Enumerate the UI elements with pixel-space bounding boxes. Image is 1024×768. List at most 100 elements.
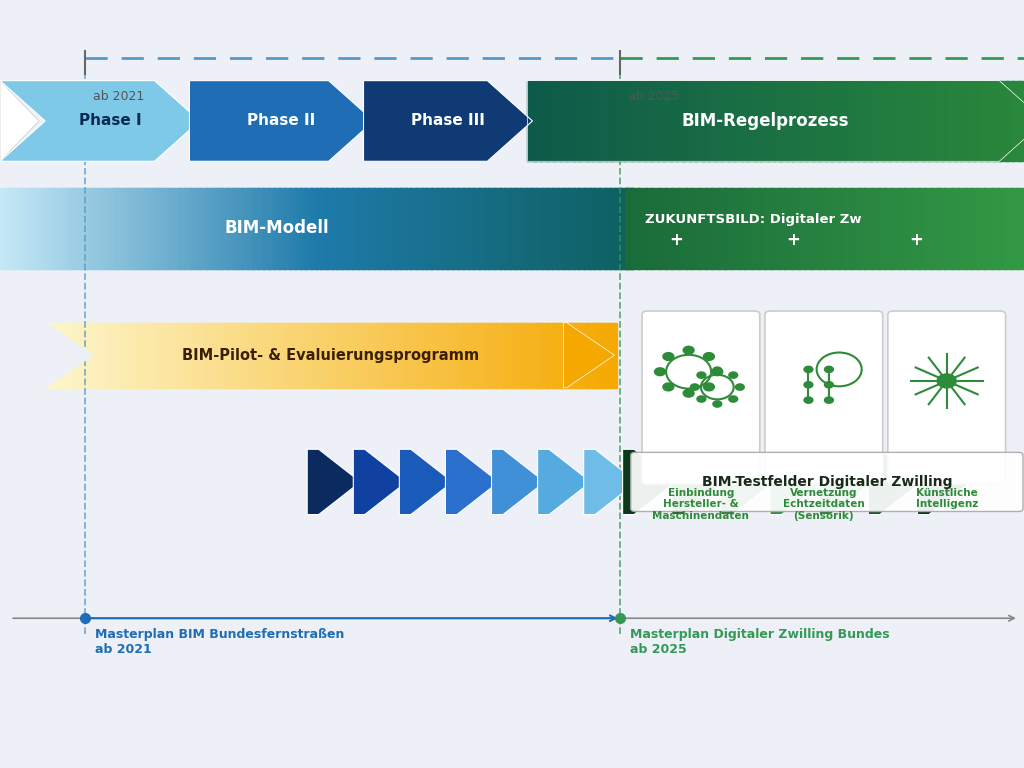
Circle shape xyxy=(735,383,745,391)
Bar xyxy=(824,81,834,161)
Bar xyxy=(967,81,976,161)
Bar xyxy=(1019,81,1024,161)
Bar xyxy=(1004,188,1013,269)
Bar xyxy=(818,81,826,161)
Bar xyxy=(563,323,572,388)
Text: Phase I: Phase I xyxy=(79,114,141,128)
Bar xyxy=(27,188,35,269)
Bar xyxy=(200,323,208,388)
Bar xyxy=(541,81,549,161)
Bar xyxy=(811,188,819,269)
Bar xyxy=(383,188,391,269)
Bar xyxy=(786,81,795,161)
Bar xyxy=(351,188,360,269)
Bar xyxy=(592,323,600,388)
Bar xyxy=(534,81,543,161)
Bar xyxy=(120,323,129,388)
Bar xyxy=(580,81,588,161)
Bar xyxy=(368,188,376,269)
Bar xyxy=(477,188,485,269)
Bar xyxy=(566,81,574,161)
Circle shape xyxy=(702,382,715,392)
Bar xyxy=(432,323,441,388)
Bar xyxy=(1018,188,1024,269)
Bar xyxy=(918,188,926,269)
Bar xyxy=(84,188,92,269)
Bar xyxy=(605,81,613,161)
Circle shape xyxy=(803,381,813,389)
Bar xyxy=(928,81,937,161)
Polygon shape xyxy=(918,449,971,515)
Circle shape xyxy=(689,383,700,391)
Bar xyxy=(97,323,106,388)
Bar xyxy=(126,323,134,388)
Bar xyxy=(744,188,753,269)
Bar xyxy=(889,81,898,161)
Bar xyxy=(267,323,276,388)
Bar xyxy=(863,81,872,161)
Bar xyxy=(598,81,607,161)
Bar xyxy=(572,81,582,161)
Bar xyxy=(5,188,13,269)
Polygon shape xyxy=(721,449,774,515)
Bar xyxy=(977,188,986,269)
Bar xyxy=(572,188,581,269)
Polygon shape xyxy=(623,449,676,515)
Bar xyxy=(346,188,354,269)
Bar xyxy=(574,323,584,388)
Bar xyxy=(430,188,438,269)
Bar xyxy=(252,188,260,269)
Bar xyxy=(530,188,539,269)
Bar xyxy=(734,81,742,161)
Bar xyxy=(1011,188,1019,269)
Bar xyxy=(296,323,305,388)
Polygon shape xyxy=(46,323,94,388)
Bar xyxy=(326,188,334,269)
Bar xyxy=(416,323,424,388)
Bar xyxy=(294,188,302,269)
Bar xyxy=(205,188,213,269)
Bar xyxy=(242,188,250,269)
Bar xyxy=(752,188,760,269)
Polygon shape xyxy=(445,449,499,515)
Bar xyxy=(689,81,697,161)
Bar xyxy=(183,188,193,269)
Bar xyxy=(457,188,465,269)
Circle shape xyxy=(702,352,715,361)
Bar xyxy=(523,323,532,388)
Bar xyxy=(284,188,292,269)
Bar xyxy=(302,323,310,388)
Bar xyxy=(313,323,322,388)
Circle shape xyxy=(663,352,675,361)
Bar xyxy=(166,323,174,388)
Bar xyxy=(705,188,713,269)
Bar xyxy=(289,188,297,269)
Bar xyxy=(793,81,801,161)
Polygon shape xyxy=(492,449,545,515)
Bar xyxy=(188,188,198,269)
Bar xyxy=(225,188,233,269)
Bar xyxy=(353,323,361,388)
Bar xyxy=(52,188,60,269)
Bar xyxy=(665,188,674,269)
Bar xyxy=(651,188,659,269)
Bar xyxy=(740,81,750,161)
Bar xyxy=(79,188,87,269)
Bar xyxy=(586,323,595,388)
Bar xyxy=(838,188,846,269)
Bar xyxy=(336,323,345,388)
Bar xyxy=(603,188,612,269)
Text: Phase II: Phase II xyxy=(248,114,315,128)
Bar xyxy=(831,81,840,161)
Bar xyxy=(427,323,435,388)
Bar xyxy=(965,188,973,269)
Bar xyxy=(857,81,865,161)
Circle shape xyxy=(823,381,834,389)
Bar xyxy=(791,188,800,269)
Bar xyxy=(168,188,176,269)
Bar xyxy=(256,323,265,388)
Bar xyxy=(461,323,470,388)
Bar xyxy=(495,323,504,388)
Bar xyxy=(257,188,265,269)
Bar xyxy=(404,188,413,269)
